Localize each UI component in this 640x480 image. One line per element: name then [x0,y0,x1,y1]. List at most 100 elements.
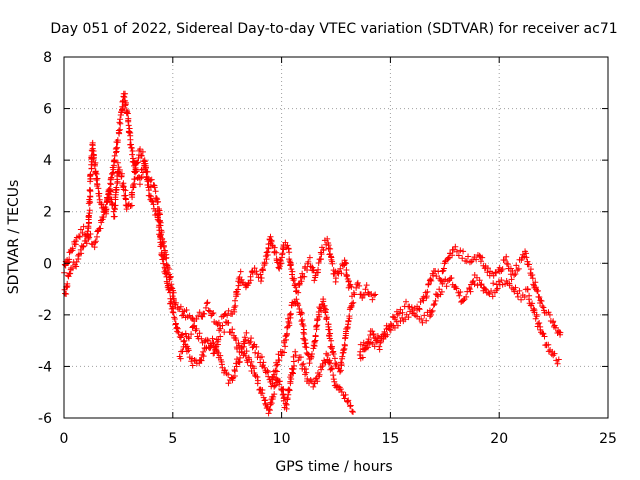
data-point [344,324,351,331]
data-point [386,326,393,333]
data-point [513,262,520,269]
data-point [532,315,539,322]
data-point [75,233,82,240]
data-point [95,185,102,192]
data-point [455,252,462,259]
data-point [351,291,358,298]
data-point [291,275,298,282]
data-point [316,371,323,378]
data-point [114,159,121,166]
data-point [261,364,268,371]
data-point [336,368,343,375]
data-point [221,329,228,336]
data-point [295,302,302,309]
data-point [551,350,558,357]
data-point [300,322,307,329]
data-point [276,378,283,385]
axis-ticks: 0 5 10 15 20 25 -6 -4 -2 0 2 4 6 8 [38,50,617,447]
data-point [326,326,333,333]
data-point [337,265,344,272]
x-tick-label: 0 [60,431,69,447]
data-point [330,351,337,358]
data-point [143,173,150,180]
data-point [284,323,291,330]
data-point [271,383,278,390]
data-point [222,319,229,326]
data-point [257,271,264,278]
data-point [112,202,119,209]
data-point [537,297,544,304]
data-point [546,311,553,318]
data-point [66,256,73,263]
x-tick-label: 20 [490,431,508,447]
data-point [429,307,436,314]
data-point [314,378,321,385]
data-point [331,378,338,385]
y-tick-label: 2 [43,205,52,221]
data-point [202,304,209,311]
x-tick-label: 15 [381,431,399,447]
data-point [504,261,511,268]
data-point [92,168,99,175]
data-point [162,267,169,274]
data-point [313,322,320,329]
data-point [457,289,464,296]
data-point [267,401,274,408]
data-point [304,375,311,382]
data-point [196,330,203,337]
data-point [463,293,470,300]
data-point [524,286,531,293]
data-point [115,127,122,134]
data-point [322,309,329,316]
data-point [540,330,547,337]
data-point [440,265,447,272]
data-point [363,282,370,289]
data-point [298,278,305,285]
data-point [423,317,430,324]
data-point [267,233,274,240]
data-point [501,257,508,264]
data-point [361,291,368,298]
y-tick-label: -2 [38,308,52,324]
data-point [225,307,232,314]
data-point [338,388,345,395]
data-point [122,90,129,97]
data-point [215,319,222,326]
data-point [116,166,123,173]
data-point [539,303,546,310]
data-point [273,249,280,256]
data-point [418,316,425,323]
y-tick-label: -4 [38,359,52,375]
data-point [287,310,294,317]
data-point [508,276,515,283]
data-point [344,272,351,279]
data-point [198,356,205,363]
data-point [219,322,226,329]
data-point [127,136,134,143]
data-point [174,325,181,332]
data-point [445,255,452,262]
data-point [92,238,99,245]
data-point [91,239,98,246]
data-point [381,328,388,335]
data-point [191,357,198,364]
data-point [181,337,188,344]
data-point [425,280,432,287]
data-point [471,281,478,288]
data-point [158,252,165,259]
data-point [299,270,306,277]
data-point [67,270,74,277]
data-point [456,292,463,299]
data-point [509,267,516,274]
data-point [215,336,222,343]
data-point [147,193,154,200]
data-point [408,304,415,311]
data-point [323,314,330,321]
data-point [85,223,92,230]
data-point [304,267,311,274]
data-point [416,305,423,312]
data-point [359,354,366,361]
data-point [399,309,406,316]
data-point [80,243,87,250]
data-point [174,328,181,335]
